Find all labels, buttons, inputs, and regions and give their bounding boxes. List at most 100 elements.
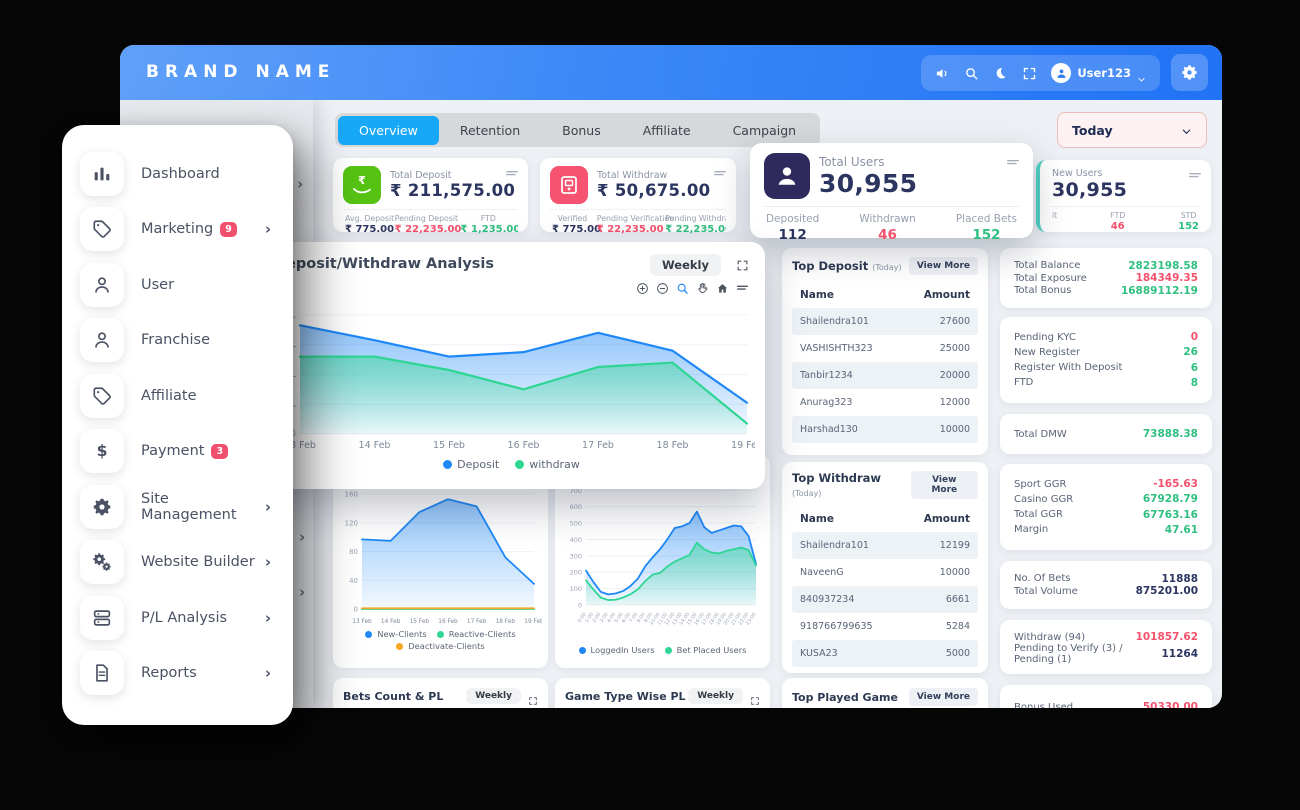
card-menu-icon[interactable] — [505, 166, 519, 176]
card-menu-icon[interactable] — [1006, 155, 1020, 165]
user-activity-chart: 0 100 200 300 400 500 600 700 0:00 1:00 2:00 3:00 4:… — [560, 481, 764, 639]
tab-overview[interactable]: Overview — [338, 115, 439, 145]
view-more-button[interactable]: View More — [910, 471, 978, 499]
user-menu[interactable]: User123 — [1051, 63, 1146, 83]
svg-text:14 Feb: 14 Feb — [381, 619, 401, 625]
moon-icon[interactable] — [993, 66, 1008, 81]
table-header-row: Name Amount — [792, 506, 978, 532]
stat-row-value: 26 — [1183, 346, 1198, 359]
stat-row-value: 8 — [1190, 376, 1198, 389]
stat-row-label: Margin — [1014, 524, 1049, 536]
sidebar-item-label: Marketing — [141, 221, 214, 238]
range-selector[interactable]: Weekly — [688, 688, 743, 704]
legend-item[interactable]: Bet Placed Users — [664, 645, 746, 655]
stat-row: Casino GGR 67928.79 — [1014, 493, 1198, 505]
legend-item[interactable]: Deposit — [443, 458, 499, 471]
sidebar-item-label: Dashboard — [141, 165, 220, 182]
stat-row: Total DMW 73888.38 — [1014, 428, 1198, 440]
fullscreen-icon[interactable] — [1022, 66, 1037, 81]
stat-row: Sport GGR -165.63 — [1014, 478, 1198, 490]
stat-sub: Avg. Deposit ₹ 775.00 — [345, 214, 394, 235]
range-selector[interactable]: Weekly — [650, 254, 721, 276]
total-withdraw-card: Total Withdraw ₹ 50,675.00 Verified ₹ 775… — [540, 158, 736, 235]
stat-row-label: Casino GGR — [1014, 493, 1074, 505]
top-deposit-card: Top Deposit (Today) View More Name Amount… — [782, 248, 988, 455]
tab-affiliate[interactable]: Affiliate — [642, 122, 691, 138]
stat-row-value: 67928.79 — [1142, 493, 1198, 506]
svg-text:160: 160 — [345, 491, 358, 499]
svg-text:7:00: 7:00 — [628, 612, 639, 624]
sidebar-item-website-builder[interactable]: Website Builder › — [80, 535, 275, 591]
cell-amount: Amount — [923, 289, 970, 301]
menu-icon[interactable] — [736, 282, 749, 295]
sidebar-item-dashboard[interactable]: Dashboard — [80, 146, 275, 202]
chevron-right-icon[interactable]: › — [297, 175, 304, 193]
legend-item[interactable]: Deactivate-Clients — [396, 641, 485, 651]
legend-item[interactable]: LoggedIn Users — [578, 645, 655, 655]
user-icon — [80, 318, 124, 363]
sidebar-item-site-management[interactable]: Site Management › — [80, 479, 275, 535]
zoom-out-icon[interactable] — [656, 282, 669, 295]
stat-row: Withdraw (94) 101857.62 — [1014, 631, 1198, 643]
stat-title: Total Users — [819, 154, 885, 169]
chevron-right-icon: › — [264, 497, 271, 516]
view-more-button[interactable]: View More — [908, 688, 978, 706]
zoom-select-icon[interactable] — [676, 282, 689, 295]
tab-campaign[interactable]: Campaign — [732, 122, 797, 138]
legend-item[interactable]: withdraw — [515, 458, 580, 471]
withdraw-summary-card: Withdraw (94) 101857.62 Pending to Verify … — [1000, 620, 1212, 674]
range-selector[interactable]: Weekly — [466, 688, 521, 704]
card-menu-icon[interactable] — [1188, 168, 1202, 178]
stat-sub: STD 152 — [1178, 211, 1199, 232]
stat-sub-value: 112 — [778, 227, 807, 243]
stat-sub-value: ₹ 22,235.00 — [665, 224, 726, 235]
zoom-in-icon[interactable] — [636, 282, 649, 295]
sidebar-item-payment[interactable]: $ Payment 3 — [80, 424, 275, 480]
sidebar-item-user[interactable]: User — [80, 257, 275, 313]
pan-icon[interactable] — [696, 282, 709, 295]
stat-sub: Deposited 112 — [766, 213, 819, 243]
fullscreen-icon[interactable] — [528, 691, 538, 705]
table-row: Shailendra101 12199 — [792, 532, 978, 559]
user-icon — [80, 262, 124, 307]
sidebar-item-affiliate[interactable]: Affiliate — [80, 368, 275, 424]
legend-item[interactable]: Reactive-Clients — [436, 629, 516, 639]
sidebar-item-franchise[interactable]: Franchise — [80, 313, 275, 369]
settings-button[interactable] — [1171, 54, 1208, 91]
svg-text:16 Feb: 16 Feb — [508, 440, 540, 451]
cell-amount: 10000 — [939, 567, 970, 578]
chevron-right-icon[interactable]: › — [299, 528, 306, 546]
date-range-dropdown[interactable]: Today — [1057, 112, 1207, 148]
card-menu-icon[interactable] — [713, 166, 727, 176]
dmw-card: Total DMW 73888.38 — [1000, 414, 1212, 454]
volume-icon[interactable] — [935, 66, 950, 81]
stat-row-label: No. Of Bets — [1014, 573, 1071, 585]
home-icon[interactable] — [716, 282, 729, 295]
chevron-right-icon[interactable]: › — [299, 583, 306, 601]
top-withdraw-card: Top Withdraw (Today) View More Name Amoun… — [782, 462, 988, 673]
brand-name: BRAND NAME — [146, 62, 336, 82]
card-title: Bets Count & PL — [343, 689, 444, 703]
search-icon[interactable] — [964, 66, 979, 81]
view-more-button[interactable]: View More — [908, 257, 978, 275]
svg-text:2:00: 2:00 — [591, 612, 602, 624]
fullscreen-icon[interactable] — [736, 257, 749, 271]
sidebar-item-label: Website Builder — [141, 554, 255, 571]
tab-retention[interactable]: Retention — [459, 122, 521, 138]
sidebar-item-label: P/L Analysis — [141, 609, 228, 626]
sidebar-item-reports[interactable]: Reports › — [80, 646, 275, 702]
sidebar-item-marketing[interactable]: Marketing 9 › — [80, 202, 275, 258]
stat-row: Pending to Verify (3) / Pending (1) 11264 — [1014, 643, 1198, 665]
cell-amount: Amount — [923, 513, 970, 525]
tag-icon — [80, 373, 124, 418]
tab-bonus[interactable]: Bonus — [562, 122, 601, 138]
bar-chart-icon — [80, 151, 124, 196]
stat-row-label: Withdraw (94) — [1014, 631, 1086, 643]
gear-icon[interactable] — [1180, 63, 1199, 82]
sidebar-item-p-l-analysis[interactable]: P/L Analysis › — [80, 590, 275, 646]
bonus-used-card: Bonus Used 50330.00 — [1000, 685, 1212, 708]
fullscreen-icon[interactable] — [750, 691, 760, 705]
legend-item[interactable]: New-Clients — [365, 629, 427, 639]
svg-text:300: 300 — [570, 552, 582, 560]
stat-sub-label: FTD — [480, 214, 496, 223]
